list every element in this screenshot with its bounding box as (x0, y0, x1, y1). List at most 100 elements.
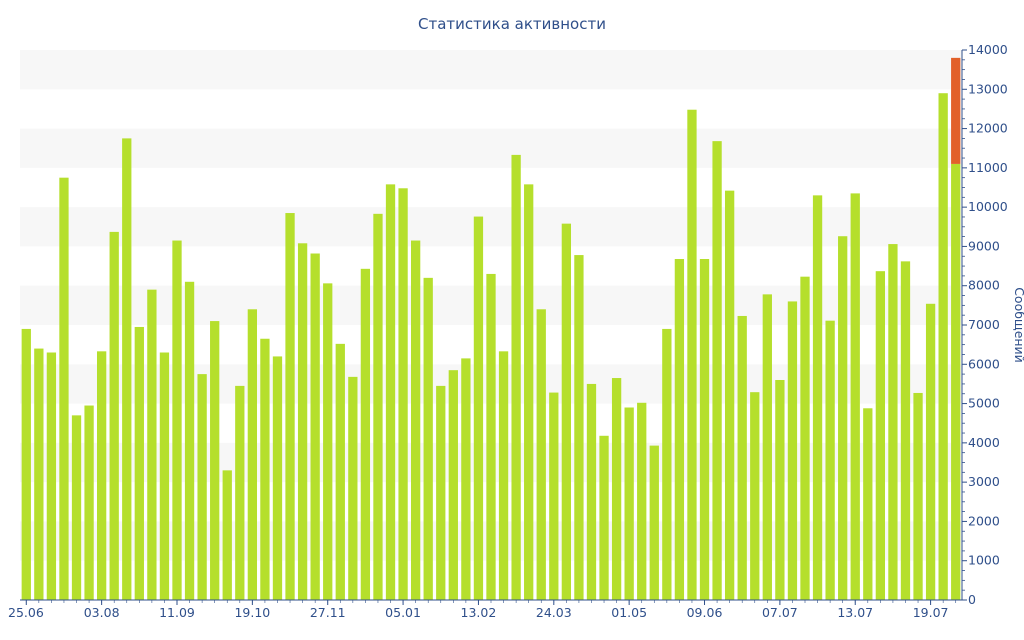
bar (310, 253, 320, 600)
x-tick-label: 13.07 (837, 605, 873, 620)
bar (235, 385, 245, 600)
bar (875, 271, 886, 600)
bar (951, 163, 961, 600)
bar (775, 380, 785, 600)
x-tick-label: 05.01 (385, 605, 421, 620)
bar (498, 351, 509, 600)
bar (348, 376, 358, 600)
bar (850, 193, 860, 600)
y-tick-label: 11000 (968, 160, 1008, 175)
x-tick-label: 07.07 (762, 605, 798, 620)
x-tick-label: 27.11 (310, 605, 346, 620)
bar (486, 273, 496, 600)
y-tick-label: 0 (968, 592, 976, 607)
bar (687, 109, 697, 600)
bar (637, 402, 647, 600)
y-tick-label: 9000 (968, 238, 1000, 253)
bar-highlight (951, 57, 961, 164)
bar (247, 309, 258, 600)
y-tick-label: 12000 (968, 121, 1008, 136)
y-tick-label: 1000 (968, 553, 1000, 568)
bar (285, 213, 295, 601)
bar (122, 138, 132, 600)
bar (674, 259, 685, 600)
y-tick-label: 14000 (968, 42, 1008, 57)
bar (649, 445, 659, 600)
bar (536, 309, 546, 600)
grid-band (20, 50, 962, 90)
bar (260, 338, 270, 600)
bar (863, 408, 873, 600)
grid-band (20, 128, 962, 168)
bar (410, 240, 421, 601)
bar (599, 435, 609, 600)
bar (812, 195, 823, 600)
bar (398, 188, 408, 601)
bar (360, 268, 371, 600)
bar (297, 243, 308, 601)
bar (473, 216, 484, 601)
bar (624, 407, 634, 600)
bar (272, 356, 283, 600)
bar (662, 328, 672, 600)
bar (59, 177, 69, 600)
bar (436, 385, 446, 600)
bar (762, 294, 772, 600)
y-tick-label: 4000 (968, 435, 1000, 450)
bar (71, 415, 82, 600)
bar (724, 190, 735, 600)
bar (574, 255, 584, 601)
chart-title: Статистика активности (418, 15, 606, 33)
bars (21, 57, 961, 601)
y-tick-label: 5000 (968, 396, 1000, 411)
bar (134, 326, 144, 600)
bar (913, 392, 923, 600)
bar (46, 352, 57, 600)
bar (900, 261, 911, 600)
bar (825, 320, 835, 600)
bar (800, 276, 810, 600)
bar (197, 374, 207, 600)
bar (699, 259, 710, 600)
y-tick-label: 13000 (968, 81, 1008, 96)
bar (524, 184, 534, 600)
bar (184, 281, 195, 600)
bar (34, 348, 44, 600)
x-tick-label: 13.02 (461, 605, 497, 620)
y-tick-label: 2000 (968, 513, 1000, 528)
bar (448, 370, 458, 600)
bar (323, 283, 333, 600)
y-tick-label: 3000 (968, 474, 1000, 489)
y-axis-title: Сообщений (1012, 287, 1024, 363)
bar (210, 321, 220, 600)
y-tick-label: 8000 (968, 278, 1000, 293)
y-tick-label: 10000 (968, 199, 1008, 214)
bar (84, 405, 94, 600)
bar (787, 301, 798, 600)
bar (172, 240, 182, 601)
bar (96, 351, 107, 600)
bar (737, 315, 747, 600)
bar (586, 383, 597, 600)
bar (712, 141, 722, 600)
bar (925, 303, 936, 600)
grid-band (20, 207, 962, 247)
bar (611, 378, 622, 600)
bar (21, 328, 31, 600)
bar (838, 236, 848, 600)
x-tick-label: 09.06 (687, 605, 723, 620)
x-axis-ticks: 25.06 03.08 11.09 19.10 27.11 05.01 13.02 24.03… (8, 600, 957, 620)
x-tick-label: 24.03 (536, 605, 572, 620)
x-tick-label: 11.09 (159, 605, 195, 620)
bar (888, 244, 898, 601)
y-axis-ticks: 0 1000 2000 3000 4000 5000 6000 7000 8000 9000 100… (962, 42, 1008, 607)
bar (147, 289, 157, 600)
bar (511, 154, 521, 600)
y-tick-label: 7000 (968, 317, 1000, 332)
x-tick-label: 19.07 (913, 605, 949, 620)
bar (549, 392, 559, 600)
x-tick-label: 01.05 (611, 605, 647, 620)
bar (461, 358, 471, 600)
bar (423, 277, 433, 600)
